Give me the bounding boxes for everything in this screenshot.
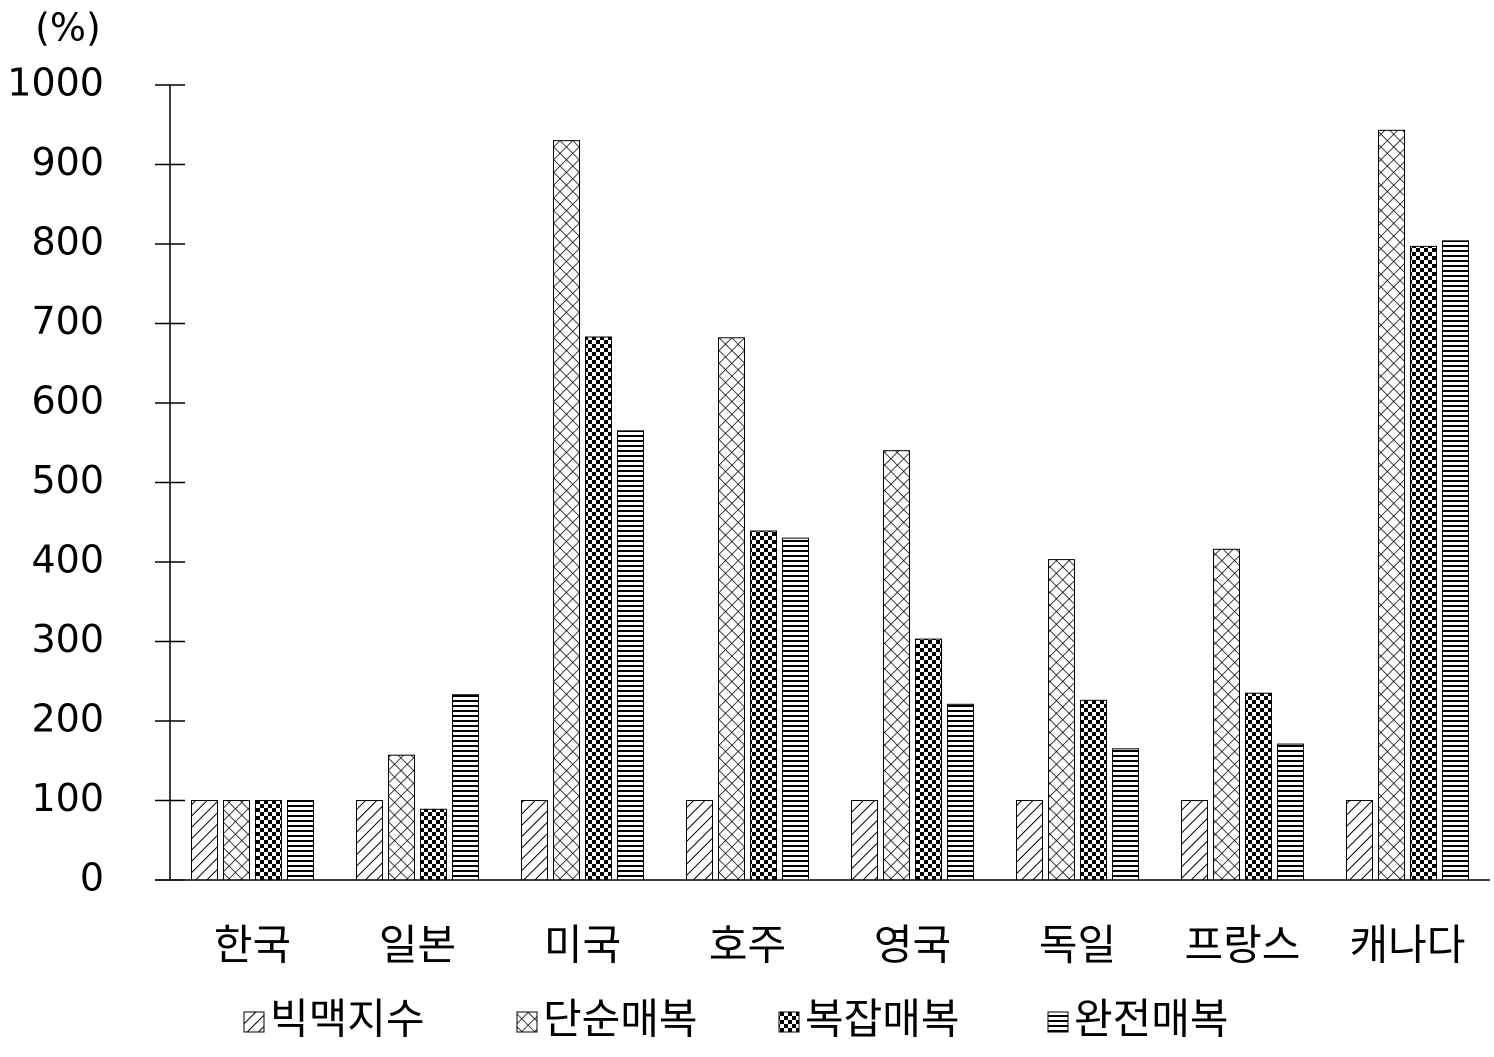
bar [420, 808, 447, 881]
bar [686, 800, 713, 881]
bar [1112, 748, 1139, 881]
bar [750, 530, 777, 881]
bar [915, 638, 942, 881]
bar [617, 430, 644, 881]
y-axis-label: (%) [35, 6, 101, 50]
x-tick-label: 프랑스 [1185, 921, 1301, 970]
y-tick-label: 1000 [7, 61, 104, 105]
bar [718, 337, 745, 881]
bar [1442, 240, 1469, 881]
x-tick-label: 호주 [709, 921, 786, 970]
y-tick-label: 600 [31, 379, 104, 423]
bar [287, 800, 314, 881]
legend-swatch [516, 1011, 538, 1033]
x-tick-label: 독일 [1039, 921, 1116, 970]
bar [947, 703, 974, 881]
bar [1080, 699, 1107, 881]
x-tick-label: 한국 [214, 921, 291, 970]
legend-label: 빅맥지수 [270, 995, 425, 1044]
bar [1378, 129, 1405, 881]
bar [1048, 559, 1075, 881]
bar [883, 450, 910, 881]
bar [1245, 692, 1272, 881]
x-tick-label: 영국 [874, 921, 951, 970]
bar [388, 754, 415, 881]
bar [851, 800, 878, 881]
bar [553, 140, 580, 881]
legend-label: 완전매복 [1074, 995, 1229, 1044]
bar [1346, 800, 1373, 881]
y-tick-label: 200 [31, 697, 104, 741]
bar [1016, 800, 1043, 881]
y-tick-label: 900 [31, 140, 104, 184]
bar [191, 800, 218, 881]
y-tick-label: 400 [31, 538, 104, 582]
y-tick-label: 800 [31, 220, 104, 264]
y-tick-label: 100 [31, 776, 104, 820]
x-tick-label: 일본 [379, 921, 456, 970]
y-tick-label: 500 [31, 458, 104, 502]
bar [521, 800, 548, 881]
bar [585, 336, 612, 881]
bar [1181, 800, 1208, 881]
bar [1410, 245, 1437, 881]
bar [356, 800, 383, 881]
y-tick-label: 300 [31, 617, 104, 661]
legend-swatch [778, 1011, 800, 1033]
bar [255, 800, 282, 881]
bar [1277, 743, 1304, 881]
y-tick-label: 700 [31, 299, 104, 343]
x-tick-label: 캐나다 [1350, 921, 1466, 970]
bar [223, 800, 250, 881]
legend-swatch [1047, 1011, 1069, 1033]
legend-label: 단순매복 [543, 995, 698, 1044]
bar [782, 537, 809, 881]
y-tick-label: 0 [80, 856, 104, 900]
bar [1213, 548, 1240, 881]
bar [452, 694, 479, 881]
x-tick-label: 미국 [544, 921, 621, 970]
legend-swatch [243, 1011, 265, 1033]
legend-label: 복잡매복 [805, 995, 960, 1044]
